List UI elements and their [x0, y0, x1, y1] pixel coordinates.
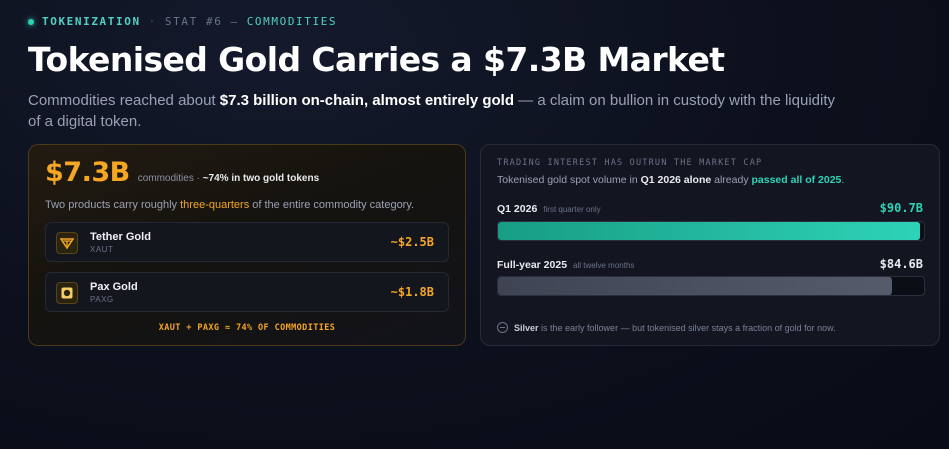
token-ticker: PAXG — [90, 295, 114, 304]
caption-bold: ~74% in two gold tokens — [202, 173, 320, 184]
note-post: of the entire commodity category. — [249, 199, 415, 211]
bar-label-text: Full-year 2025 — [497, 259, 568, 271]
head-post: . — [841, 174, 845, 186]
token-row-tether-gold: Tether Gold XAUT ~$2.5B — [45, 222, 449, 262]
bar-value-q1-2026: $90.7B — [879, 201, 923, 215]
market-cap-card: $7.3B commodities · ~74% in two gold tok… — [28, 144, 466, 346]
big-stat-value: $7.3B — [45, 157, 130, 188]
eyebrow-category: COMMODITIES — [246, 15, 338, 28]
bar-value-full-year-2025: $84.6B — [879, 257, 923, 271]
token-row-pax-gold: Pax Gold PAXG ~$1.8B — [45, 272, 449, 312]
bar-fill-q1-2026 — [498, 222, 921, 240]
footer-bold: Silver — [514, 322, 539, 333]
big-stat-row: $7.3B commodities · ~74% in two gold tok… — [45, 157, 319, 188]
footer-text: Silver is the early follower — but token… — [514, 323, 836, 333]
bar-track-q1-2026 — [497, 221, 925, 241]
subtitle-bold: $7.3 billion on-chain, almost entirely g… — [219, 92, 514, 109]
left-note: Two products carry roughly three-quarter… — [45, 199, 414, 211]
big-stat-caption: commodities · ~74% in two gold tokens — [138, 173, 319, 184]
page-title: Tokenised Gold Carries a $7.3B Market — [28, 40, 725, 79]
head-mid: already — [711, 174, 752, 186]
subtitle-pre: Commodities reached about — [28, 92, 220, 109]
tether-gold-icon — [56, 232, 78, 254]
token-value: ~$1.8B — [390, 285, 434, 299]
bar-label-q1-2026: Q1 2026 first quarter only — [497, 203, 601, 215]
bar-fill-full-year-2025 — [498, 277, 892, 295]
eyebrow: TOKENIZATION · STAT #6 — COMMODITIES — [28, 15, 337, 28]
trading-volume-card: TRADING INTEREST HAS OUTRUN THE MARKET C… — [480, 144, 940, 346]
left-card-footer: XAUT + PAXG ≈ 74% OF COMMODITIES — [158, 323, 336, 333]
token-value: ~$2.5B — [390, 235, 434, 249]
right-card-eyebrow: TRADING INTEREST HAS OUTRUN THE MARKET C… — [497, 158, 763, 168]
bar-label-full-year-2025: Full-year 2025 all twelve months — [497, 259, 634, 271]
head-teal: passed all of 2025 — [751, 174, 842, 186]
note-highlight: three-quarters — [180, 199, 250, 211]
token-name: Pax Gold — [90, 281, 138, 293]
info-minus-icon — [497, 322, 508, 333]
token-ticker: XAUT — [90, 245, 114, 254]
status-dot-icon — [28, 18, 34, 25]
token-name: Tether Gold — [90, 231, 151, 243]
bar-label-text: Q1 2026 — [497, 203, 538, 215]
right-card-footer: Silver is the early follower — but token… — [497, 322, 836, 333]
head-pre: Tokenised gold spot volume in — [497, 174, 641, 186]
bar-track-full-year-2025 — [497, 276, 925, 296]
footer-rest: is the early follower — but tokenised si… — [538, 322, 836, 333]
eyebrow-tag: TOKENIZATION — [42, 15, 141, 28]
right-card-headline: Tokenised gold spot volume in Q1 2026 al… — [497, 174, 844, 186]
bar-sublabel: all twelve months — [573, 261, 635, 270]
caption-pre: commodities · — [137, 173, 203, 184]
subtitle-post: — a claim on bullion in custody with the… — [28, 92, 835, 130]
note-pre: Two products carry roughly — [45, 199, 181, 211]
pax-gold-icon — [56, 282, 78, 304]
page-subtitle: Commodities reached about $7.3 billion o… — [28, 90, 848, 132]
head-bold: Q1 2026 alone — [640, 174, 712, 186]
eyebrow-dash: — — [230, 15, 239, 28]
eyebrow-stat: STAT #6 — [164, 15, 223, 28]
bar-sublabel: first quarter only — [543, 205, 601, 214]
eyebrow-separator: · — [148, 15, 157, 28]
